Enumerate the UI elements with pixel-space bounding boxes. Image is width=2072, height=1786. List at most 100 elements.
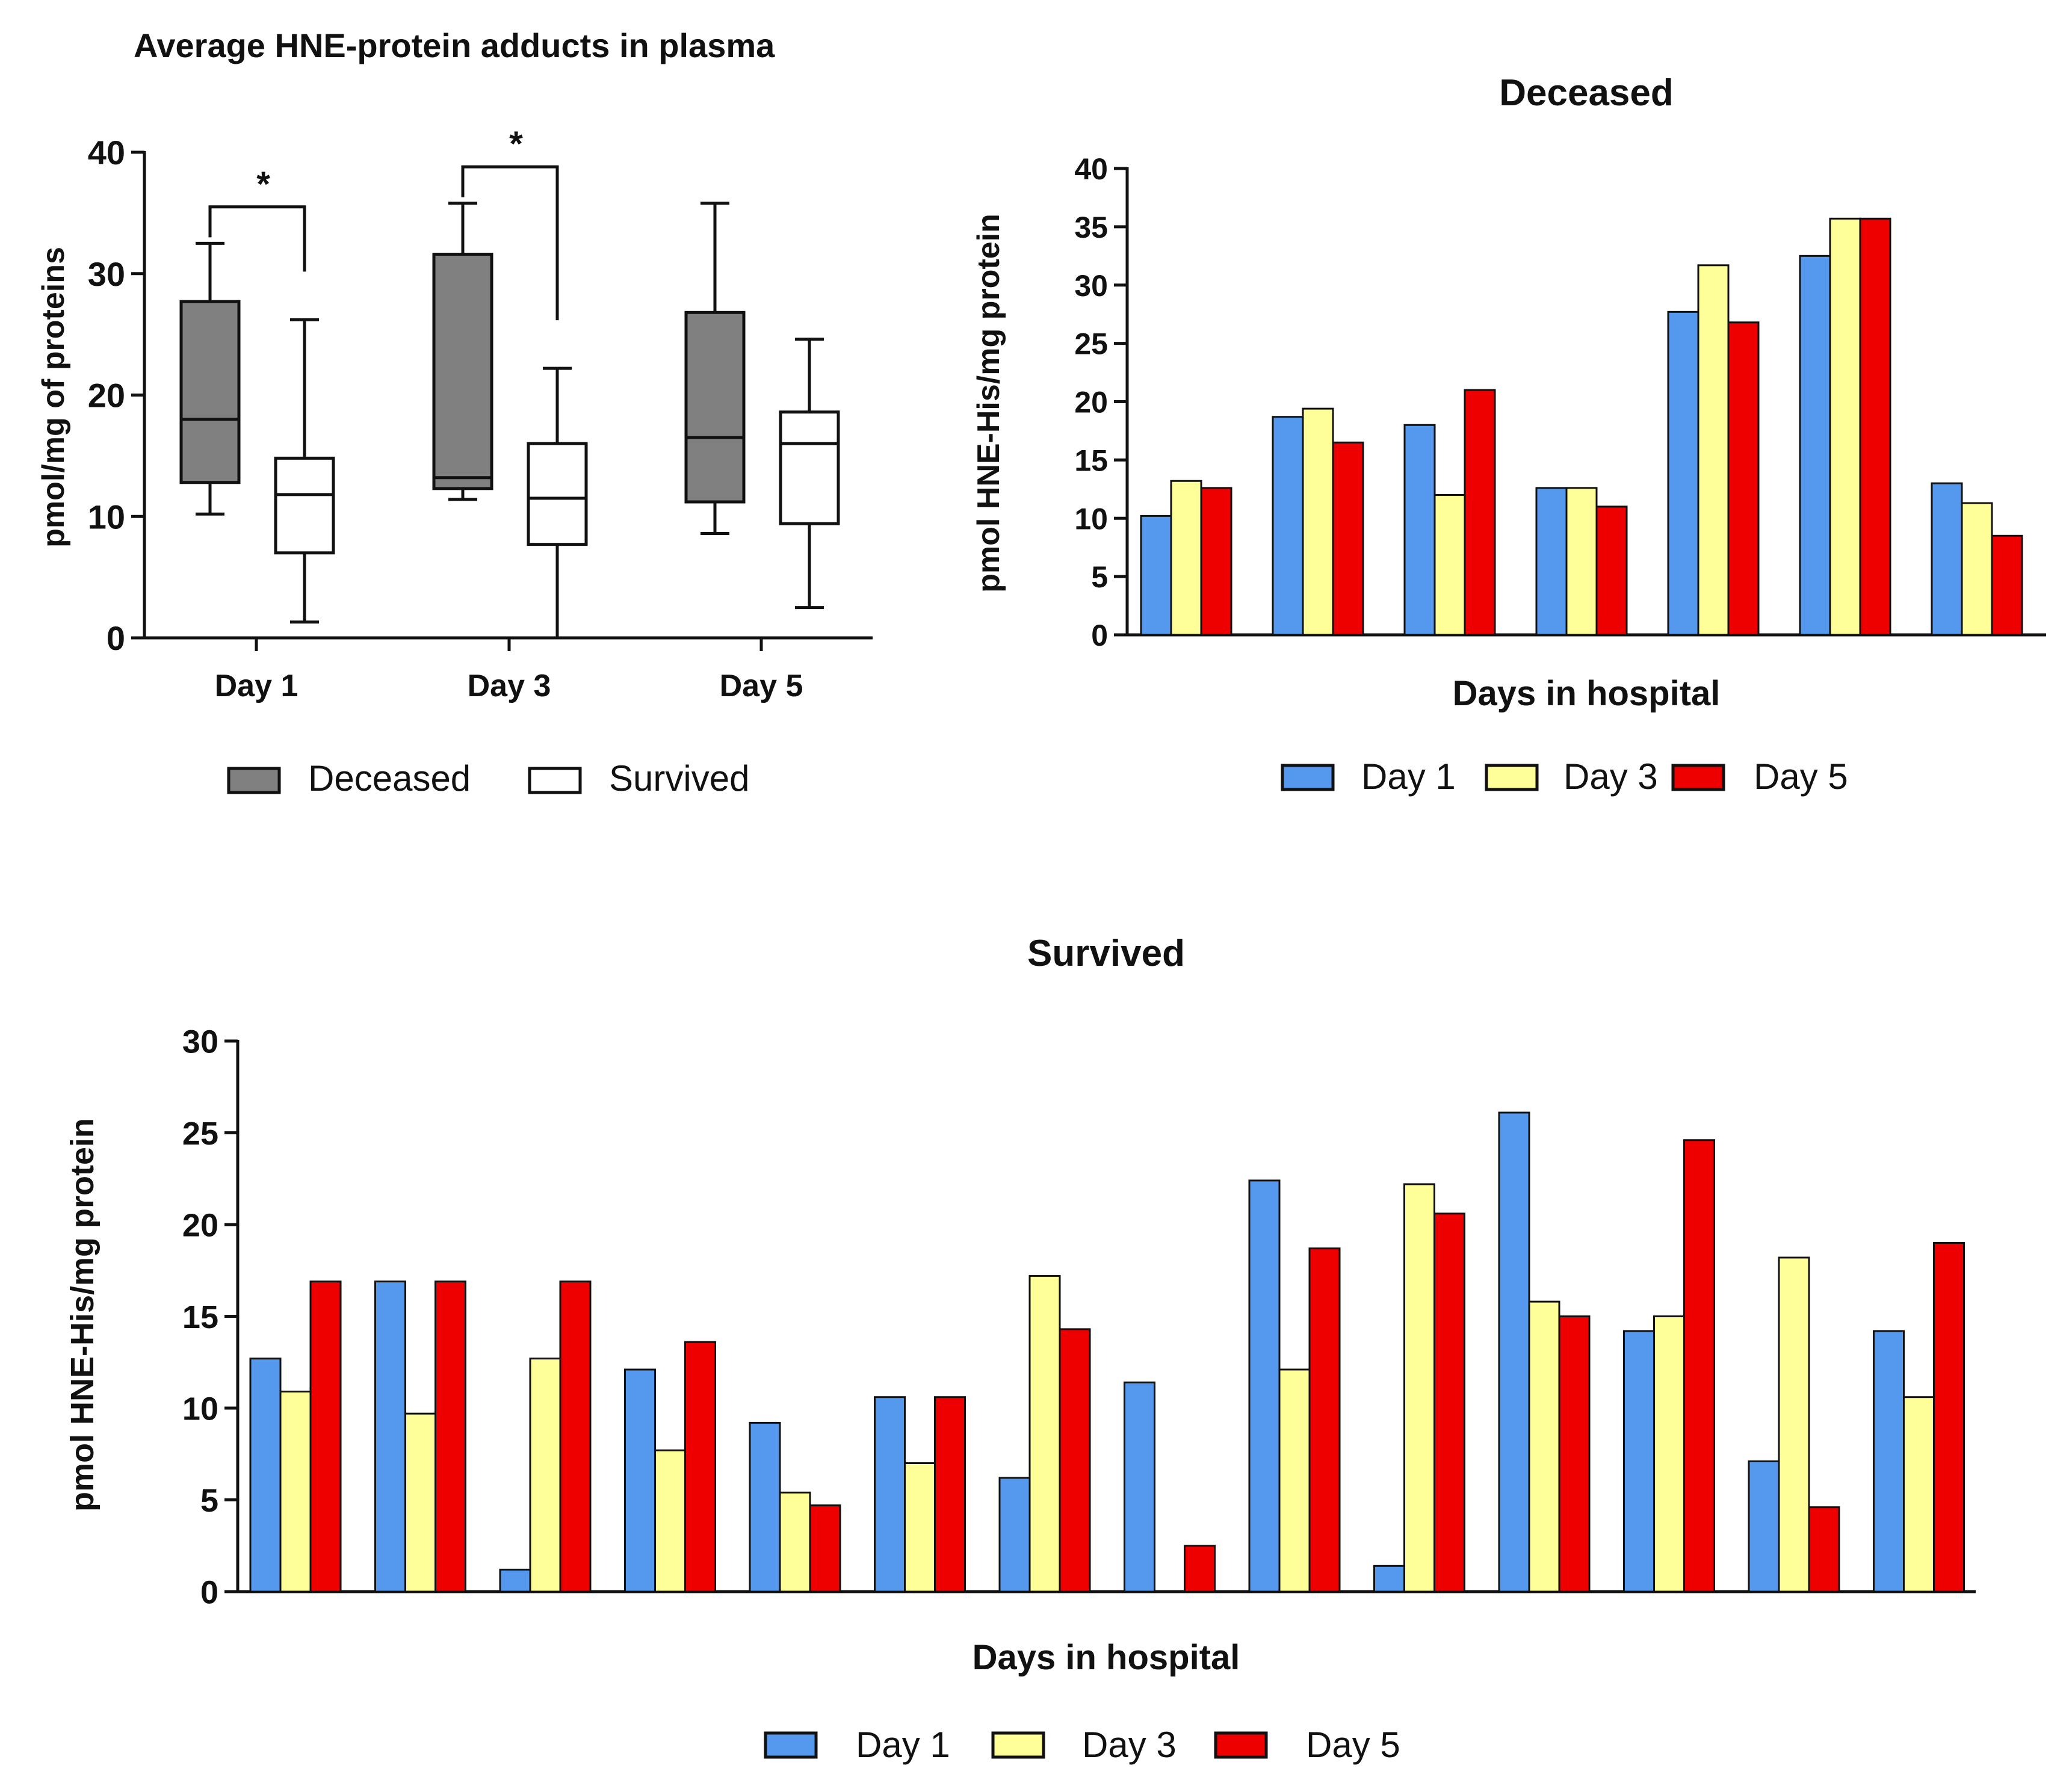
- box-deceased-day1: [179, 241, 241, 516]
- box-survived-day3-iqr: [527, 442, 588, 546]
- survived-y-tick-label: 5: [200, 1483, 218, 1519]
- deceased-bar-group3-day1: [1403, 424, 1436, 636]
- boxplot-y-axis: 0 10 20 30 40: [88, 134, 873, 657]
- survived-bar-group10-day5: [1433, 1213, 1465, 1593]
- box-survived-day3: [527, 366, 588, 640]
- survived-bar-group6-day3: [904, 1462, 936, 1593]
- legend-label-day5: Day 5: [1754, 756, 1848, 797]
- boxplot-panel: Average HNE-protein adducts in plasma pm…: [36, 26, 873, 799]
- survived-bar-group10-day3: [1403, 1183, 1435, 1593]
- survived-legend: Day 1 Day 3 Day 5: [764, 1725, 1400, 1765]
- deceased-bars: [1140, 217, 2023, 636]
- deceased-y-tick-label: 0: [1091, 619, 1108, 652]
- survived-bar-group5-day1: [749, 1421, 781, 1593]
- survived-bar-group14-day1: [1873, 1330, 1905, 1593]
- box-survived-day5-iqr: [779, 410, 840, 525]
- boxplot-title: Average HNE-protein adducts in plasma: [134, 26, 775, 64]
- deceased-bar-group6-day1: [1799, 255, 1831, 636]
- survived-y-tick-label: 10: [182, 1391, 218, 1427]
- survived-bar-group6-day1: [874, 1396, 906, 1593]
- survived-bar-group5-day3: [779, 1491, 811, 1593]
- survived-bar-group1-day5: [309, 1281, 342, 1593]
- survived-bar-group1-day3: [279, 1391, 312, 1593]
- survived-bar-group8-day1: [1124, 1381, 1155, 1593]
- survived-bar-group13-day1: [1748, 1460, 1780, 1593]
- deceased-bar-group5-day5: [1727, 321, 1760, 636]
- survived-bar-group12-day1: [1623, 1330, 1655, 1593]
- legend-swatch-day1: [764, 1731, 818, 1759]
- survived-bars: [249, 1111, 1965, 1593]
- boxplot-x-tick-day1: Day 1: [215, 669, 298, 703]
- boxplot-legend: Deceased Survived: [227, 758, 749, 799]
- survived-bar-group7-day1: [998, 1477, 1031, 1593]
- survived-bar-group11-day3: [1528, 1300, 1560, 1593]
- survived-y-tick-label: 15: [182, 1299, 218, 1335]
- box-deceased-day3: [432, 202, 493, 501]
- deceased-title: Deceased: [1499, 72, 1674, 114]
- survived-y-tick-label: 25: [182, 1116, 218, 1152]
- significance-bracket: [461, 165, 559, 321]
- survived-bar-group4-day3: [654, 1449, 686, 1593]
- survived-bar-group13-day3: [1778, 1256, 1810, 1593]
- survived-bar-group2-day5: [435, 1281, 466, 1593]
- legend-label-day1: Day 1: [856, 1725, 950, 1765]
- deceased-y-axis-label: pmol HNE-His/mg protein: [971, 214, 1006, 593]
- survived-y-tick-label: 0: [200, 1574, 218, 1610]
- survived-bar-group10-day1: [1373, 1565, 1405, 1593]
- survived-bar-group2-day3: [404, 1412, 436, 1593]
- legend-label-survived: Survived: [609, 758, 749, 799]
- survived-bar-group14-day5: [1933, 1242, 1965, 1593]
- significance-star: *: [256, 165, 270, 204]
- box-deceased-day1-iqr: [179, 300, 241, 484]
- deceased-y-tick-label: 20: [1074, 386, 1108, 419]
- survived-bar-group7-day3: [1028, 1275, 1061, 1593]
- survived-y-axis-label: pmol HNE-His/mg protein: [64, 1118, 101, 1512]
- deceased-y-tick-label: 35: [1074, 211, 1108, 244]
- survived-bar-group7-day5: [1059, 1328, 1091, 1593]
- survived-y-tick-label: 20: [182, 1207, 218, 1243]
- deceased-y-tick-label: 25: [1074, 327, 1108, 361]
- survived-title: Survived: [1027, 933, 1185, 974]
- deceased-y-tick-label: 5: [1091, 560, 1108, 594]
- legend-label-day3: Day 3: [1563, 756, 1658, 797]
- deceased-bar-group6-day5: [1859, 217, 1891, 636]
- deceased-bar-group2-day1: [1272, 416, 1304, 636]
- survived-bar-group4-day1: [624, 1368, 656, 1593]
- survived-bar-panel: Survived pmol HNE-His/mg protein 0 5 10 15 2…: [64, 933, 1976, 1765]
- deceased-bar-group1-day5: [1200, 487, 1232, 636]
- legend-swatch-day5: [1671, 764, 1725, 791]
- survived-bar-group9-day1: [1248, 1179, 1281, 1593]
- deceased-bar-group7-day5: [1991, 534, 2023, 636]
- boxplot-y-tick-label: 30: [88, 255, 125, 293]
- deceased-bar-group2-day3: [1302, 407, 1334, 636]
- deceased-y-tick-label: 15: [1074, 443, 1108, 477]
- legend-label-day1: Day 1: [1361, 756, 1456, 797]
- boxplot-boxes: [179, 202, 840, 640]
- survived-bar-group12-day3: [1653, 1315, 1685, 1593]
- survived-bar-group5-day5: [809, 1504, 841, 1593]
- legend-swatch-day5: [1214, 1731, 1268, 1759]
- deceased-bar-panel: Deceased pmol HNE-His/mg protein 0 5 10 15 2…: [971, 72, 2046, 797]
- deceased-bar-group1-day1: [1140, 514, 1172, 636]
- survived-bar-group11-day5: [1558, 1315, 1591, 1593]
- legend-swatch-day3: [1485, 764, 1539, 791]
- legend-label-day3: Day 3: [1082, 1725, 1177, 1765]
- box-survived-day5: [779, 338, 840, 610]
- box-deceased-day3-iqr: [432, 252, 493, 490]
- survived-bar-group9-day3: [1278, 1368, 1311, 1593]
- significance-star: *: [509, 125, 523, 164]
- survived-bar-group9-day5: [1308, 1247, 1341, 1593]
- boxplot-x-tick-labels: Day 1 Day 3 Day 5: [215, 669, 803, 703]
- box-deceased-day5: [684, 202, 746, 535]
- boxplot-significance: **: [208, 125, 559, 321]
- survived-bar-group2-day1: [374, 1281, 406, 1593]
- survived-bar-group13-day5: [1808, 1506, 1840, 1593]
- survived-bar-group8-day5: [1184, 1545, 1216, 1593]
- deceased-bar-group6-day3: [1829, 217, 1861, 636]
- deceased-y-tick-label: 10: [1074, 502, 1108, 536]
- deceased-bar-group5-day3: [1697, 264, 1730, 636]
- deceased-bar-group2-day5: [1332, 441, 1364, 636]
- legend-swatch-survived: [528, 767, 582, 794]
- deceased-bar-group7-day1: [1931, 482, 1963, 636]
